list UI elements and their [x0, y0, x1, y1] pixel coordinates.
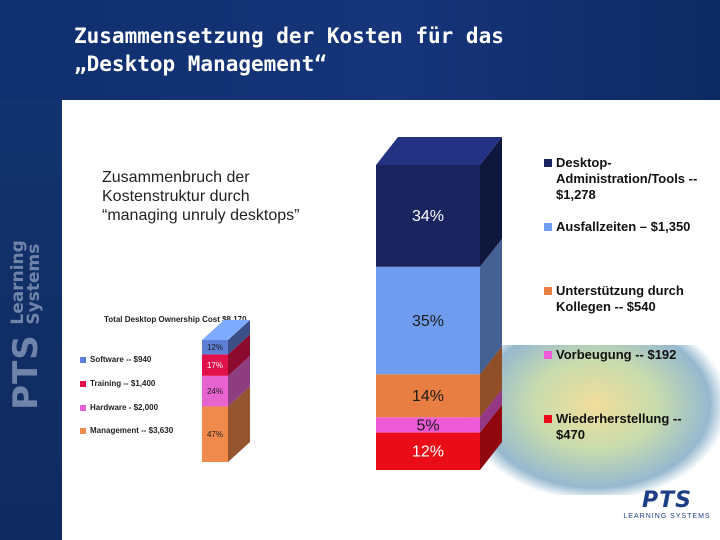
- inset-legend-item-software: Software -- $940: [80, 355, 151, 364]
- inset-legend-swatch: [80, 404, 86, 411]
- legend-label: Vorbeugung -- $192: [556, 347, 677, 362]
- legend-label: Wiederherstellung -- $470: [556, 411, 682, 442]
- legend-swatch: [544, 287, 552, 295]
- main-bar-side-3: [480, 238, 502, 375]
- inset-bar-segment-3: [202, 340, 228, 355]
- inset-bar-segment-1: [202, 375, 228, 407]
- inset-stacked-bar: 47% 24% 17% 12%: [202, 320, 250, 462]
- legend-swatch: [544, 415, 552, 423]
- main-bar-side-0: [480, 404, 502, 470]
- main-data-label-1: 5%: [416, 417, 439, 434]
- legend-swatch: [544, 159, 552, 167]
- inset-bar-side-0: [228, 386, 250, 462]
- inset-legend-label: Training -- $1,400: [90, 379, 156, 388]
- legend-label: Ausfallzeiten – $1,350: [556, 219, 691, 234]
- slide-subtitle: Zusammenbruch der Kostenstruktur durch “…: [102, 169, 300, 224]
- footer-logo-tagline: LEARNING SYSTEMS: [623, 513, 711, 520]
- inset-bar-segment-2: [202, 354, 228, 376]
- inset-data-label-2: 17%: [207, 361, 223, 370]
- inset-bar-top: [202, 320, 250, 340]
- inset-bar-segment-0: [202, 406, 228, 462]
- inset-bar-side-1: [228, 355, 250, 407]
- main-bar-segment-3: [376, 266, 480, 375]
- inset-data-label-1: 24%: [207, 387, 223, 396]
- legend-label: Desktop-Administration/Tools -- $1,278: [556, 155, 698, 202]
- main-bar-segment-1: [376, 417, 480, 433]
- legend-swatch: [544, 351, 552, 359]
- legend-label: Unterstützung durch Kollegen -- $540: [556, 283, 684, 314]
- inset-legend-label: Software -- $940: [90, 355, 152, 364]
- inset-legend-label: Management -- $3,630: [90, 426, 174, 435]
- main-bar-side-2: [480, 346, 502, 418]
- inset-legend-swatch: [80, 356, 86, 363]
- main-stacked-bar: 12% 5% 14% 35% 34%: [376, 137, 502, 470]
- footer-logo-pts: PTS: [642, 488, 692, 513]
- inset-bar-side-3: [228, 320, 250, 355]
- inset-legend-label: Hardware - $2,000: [90, 403, 159, 412]
- inset-legend-swatch: [80, 380, 86, 387]
- slide-title: Zusammensetzung der Kosten für das „Desk…: [74, 24, 504, 76]
- main-bar-segment-0: [376, 432, 480, 470]
- inset-data-label-0: 47%: [207, 430, 223, 439]
- main-data-label-2: 14%: [412, 388, 444, 405]
- inset-legend-item-training: Training -- $1,400: [80, 379, 155, 388]
- main-bar-segment-4: [376, 165, 480, 267]
- inset-data-label-3: 12%: [207, 343, 223, 352]
- footer-pts-logo: PTS LEARNING SYSTEMS: [622, 488, 712, 528]
- main-bar-segment-2: [376, 374, 480, 418]
- main-data-label-4: 34%: [412, 208, 444, 225]
- main-bar-side-1: [480, 389, 502, 433]
- background-collage: [470, 345, 720, 495]
- inset-bar-side-2: [228, 334, 250, 376]
- legend-swatch: [544, 223, 552, 231]
- main-data-label-0: 12%: [412, 444, 444, 461]
- main-bar-side-4: [480, 137, 502, 267]
- main-bar-top: [376, 137, 502, 165]
- inset-chart-title: Total Desktop Ownership Cost $8,170: [104, 315, 247, 324]
- sidebar: PTS Learning Systems: [0, 100, 62, 540]
- main-data-label-3: 35%: [412, 313, 444, 330]
- title-bar: Zusammensetzung der Kosten für das „Desk…: [0, 0, 720, 100]
- inset-legend-item-hardware: Hardware - $2,000: [80, 403, 158, 412]
- inset-legend-swatch: [80, 427, 86, 434]
- inset-legend-item-management: Management -- $3,630: [80, 426, 173, 435]
